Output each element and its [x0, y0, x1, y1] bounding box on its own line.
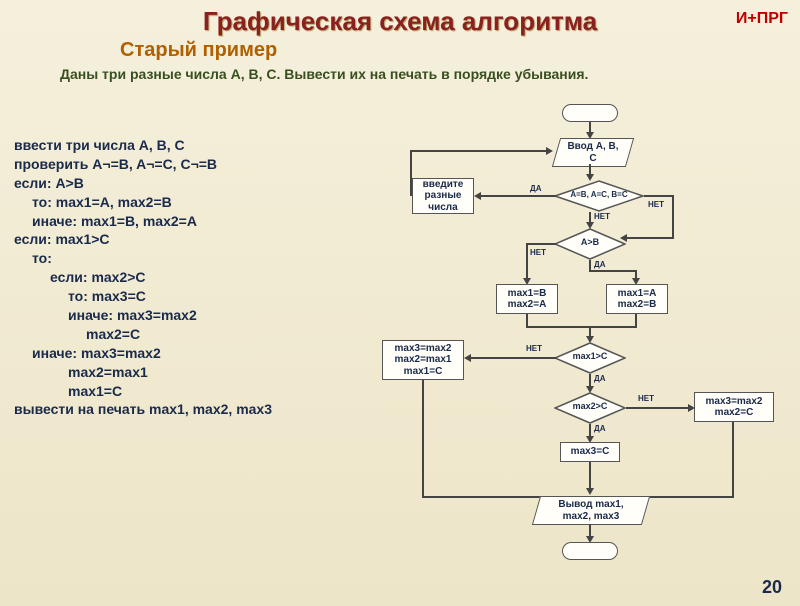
- pseudo-line: то: max3=C: [68, 287, 344, 306]
- yes-label: ДА: [594, 424, 605, 433]
- pseudo-line: вывести на печать max1, max2, max3: [14, 400, 344, 419]
- pseudo-line: то:: [32, 249, 344, 268]
- pseudo-line: если: A>B: [14, 174, 344, 193]
- flow-cond-m1c-label: max1>C: [554, 351, 626, 361]
- flow-input: Ввод A, B, C: [552, 138, 634, 167]
- no-label: НЕТ: [638, 394, 654, 403]
- corner-tag: И+ПРГ: [736, 10, 788, 28]
- flow-output: Вывод max1, max2, max3: [532, 496, 650, 525]
- flow-box-swap3: max3=max2 max2=max1 max1=C: [382, 340, 464, 380]
- pseudo-line: ввести три числа A, B, C: [14, 136, 344, 155]
- flow-end: [562, 542, 618, 560]
- pseudo-line: то: max1=A, max2=B: [32, 193, 344, 212]
- pseudo-line: max1=C: [68, 382, 344, 401]
- flow-cond-ab-label: A>B: [554, 237, 626, 247]
- pseudo-line: max2=C: [86, 325, 344, 344]
- flow-msg-different: введите разные числа: [412, 178, 474, 214]
- flow-box-m32: max3=max2 max2=C: [694, 392, 774, 422]
- no-label: НЕТ: [530, 248, 546, 257]
- no-label: НЕТ: [526, 344, 542, 353]
- flow-box-m3c: max3=C: [560, 442, 620, 462]
- pseudo-line: проверить A¬=B, A¬=C, C¬=B: [14, 155, 344, 174]
- yes-label: ДА: [594, 374, 605, 383]
- flowchart: Ввод A, B, C A=B, A=C, B=C ДА введите ра…: [340, 104, 790, 584]
- pseudo-line: иначе: max3=max2: [68, 306, 344, 325]
- task-prompt: Даны три разные числа A, B, C. Вывести и…: [60, 66, 800, 82]
- subtitle: Старый пример: [120, 39, 800, 62]
- pseudo-line: иначе: max3=max2: [32, 344, 344, 363]
- flow-box-ba: max1=B max2=A: [496, 284, 558, 314]
- flow-cond-m2c-label: max2>C: [554, 401, 626, 411]
- page-title: Графическая схема алгоритма: [0, 6, 800, 37]
- flow-box-ab: max1=A max2=B: [606, 284, 668, 314]
- flow-start: [562, 104, 618, 122]
- yes-label: ДА: [594, 260, 605, 269]
- flow-cond-equal-label: A=B, A=C, B=C: [554, 190, 644, 199]
- pseudo-line: max2=max1: [68, 363, 344, 382]
- no-label: НЕТ: [594, 212, 610, 221]
- page-number: 20: [762, 577, 782, 598]
- no-label: НЕТ: [648, 200, 664, 209]
- pseudo-line: если: max2>C: [50, 268, 344, 287]
- pseudo-line: иначе: max1=B, max2=A: [32, 212, 344, 231]
- yes-label: ДА: [530, 184, 541, 193]
- pseudocode-block: ввести три числа A, B, C проверить A¬=B,…: [14, 136, 344, 419]
- pseudo-line: если: max1>C: [14, 230, 344, 249]
